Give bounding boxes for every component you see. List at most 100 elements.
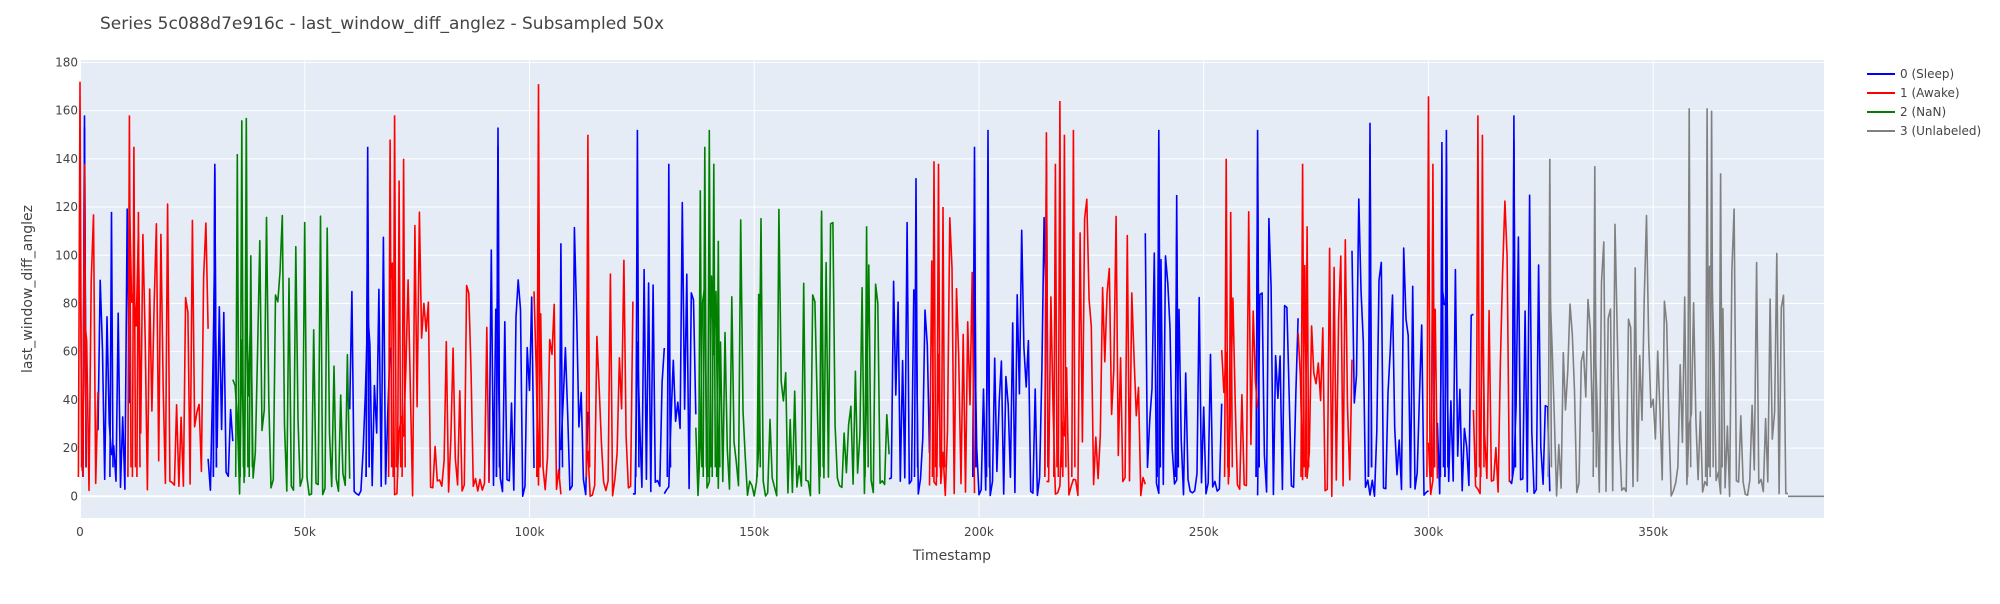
series-peak [77, 81, 83, 478]
legend-item[interactable]: 2 (NaN) [1867, 105, 1946, 119]
x-tick-label: 150k [739, 525, 769, 539]
y-tick-label: 180 [55, 55, 78, 69]
series-0 [82, 115, 1551, 497]
series-peak [711, 163, 717, 478]
series-peak [401, 158, 406, 478]
series-2 [232, 117, 890, 497]
series-line-segment [587, 259, 634, 497]
legend-label: 3 (Unlabeled) [1900, 124, 1981, 138]
series-peak [248, 255, 254, 478]
series-peak [243, 117, 249, 478]
series-lines [77, 81, 1824, 498]
series-peak [666, 235, 672, 478]
y-axis-title: last_window_diff_anglez [20, 205, 36, 373]
legend-label: 1 (Awake) [1900, 86, 1960, 100]
y-tick-label: 80 [63, 296, 78, 310]
series-peak [1547, 158, 1553, 478]
series-peak [1430, 163, 1436, 478]
series-peak [1255, 129, 1260, 478]
x-tick-label: 300k [1414, 525, 1444, 539]
legend-item[interactable]: 0 (Sleep) [1867, 67, 1954, 81]
series-line-segment [1351, 198, 1429, 497]
series-peak [136, 211, 141, 478]
series-peak [1156, 129, 1162, 478]
series-peak [1686, 108, 1692, 478]
x-axis-title: Timestamp [912, 548, 991, 564]
series-peak [1062, 134, 1067, 478]
series-peak [635, 129, 640, 478]
legend-item[interactable]: 3 (Unlabeled) [1867, 124, 1981, 138]
legend[interactable]: 0 (Sleep) 1 (Awake) 2 (NaN) 3 (Unlabeled) [1867, 67, 1981, 138]
series-line-segment [888, 221, 931, 495]
series-peak [82, 163, 87, 478]
series-peak [234, 153, 240, 478]
y-tick-label: 0 [70, 489, 78, 503]
series-peak [715, 240, 721, 478]
series-line-segment [695, 208, 890, 497]
series-peak [702, 146, 708, 478]
series-peak [913, 178, 919, 478]
series-line-segment [1472, 200, 1511, 495]
series-line-segment [663, 201, 697, 495]
series-peak [1480, 134, 1485, 478]
series-peak [819, 216, 824, 478]
legend-label: 0 (Sleep) [1900, 67, 1954, 81]
series-peak [756, 293, 762, 478]
series-line-segment [97, 208, 131, 490]
series-peak [109, 211, 114, 478]
series-peak [1444, 129, 1449, 478]
series-peak [1511, 115, 1517, 478]
chart-title: Series 5c088d7e916c - last_window_diff_a… [100, 14, 664, 34]
series-peak [239, 120, 245, 478]
series-peak [1174, 233, 1180, 478]
series-line-segment [348, 236, 391, 496]
series-peak [1426, 96, 1431, 478]
y-tick-label: 40 [63, 393, 78, 407]
series-peak [940, 206, 946, 478]
series-peak [1304, 226, 1310, 478]
series-peak [1439, 141, 1445, 478]
series-peak [1704, 108, 1710, 478]
x-tick-label: 350k [1638, 525, 1668, 539]
x-ticks: 0 50k 100k 150k 200k 250k 300k 350k [76, 525, 1668, 539]
series-peak [558, 243, 564, 478]
series-peak [706, 129, 712, 478]
series-peak [1367, 122, 1373, 478]
series-peak [585, 134, 591, 478]
series-line-segment [1427, 308, 1439, 496]
x-tick-label: 250k [1189, 525, 1219, 539]
y-tick-label: 160 [55, 104, 78, 118]
series-peak [697, 190, 703, 478]
series-peak [127, 115, 132, 478]
series-line-segment [128, 198, 209, 491]
series-peak [387, 139, 393, 478]
series-peak [495, 146, 501, 478]
series-peak [365, 206, 370, 478]
series-peak [212, 163, 218, 478]
series-line-segment [1297, 239, 1353, 498]
series-line-segment [533, 291, 562, 495]
series-peak [1709, 110, 1714, 478]
series-peak [931, 161, 937, 478]
series-peak [392, 115, 397, 478]
series-peak [1300, 163, 1305, 478]
series-peak [985, 194, 991, 478]
series-peak [131, 146, 137, 478]
series-peak [1071, 129, 1076, 478]
series-peak [936, 163, 941, 478]
series-line-segment [560, 226, 589, 496]
series-peak [396, 180, 402, 478]
series-peak [1057, 100, 1063, 478]
series-line-segment [389, 211, 490, 497]
series-line-segment [207, 251, 234, 491]
series-1 [77, 81, 1511, 498]
series-peak [1223, 158, 1229, 478]
x-tick-label: 100k [515, 525, 545, 539]
y-tick-label: 140 [55, 152, 78, 166]
series-line-segment [1549, 208, 1789, 497]
legend-item[interactable]: 1 (Awake) [1867, 86, 1960, 100]
x-tick-label: 50k [294, 525, 316, 539]
y-tick-label: 120 [55, 200, 78, 214]
series-line-segment [1256, 217, 1299, 496]
